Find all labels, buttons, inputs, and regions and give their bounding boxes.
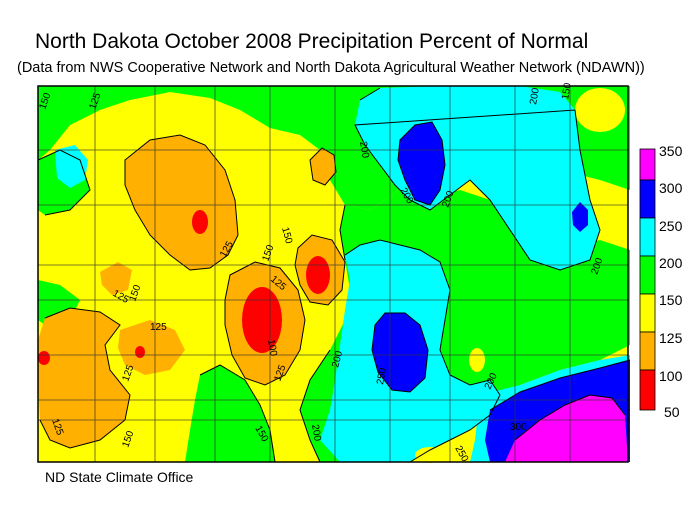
- legend-label-200: 200: [659, 255, 683, 271]
- legend-swatch-300: [639, 179, 656, 219]
- contour-label: 200: [309, 424, 323, 443]
- legend-label-100: 100: [659, 368, 683, 384]
- red-region-center: [242, 287, 282, 353]
- red-region-southwest: [38, 351, 50, 365]
- contour-label: 150: [279, 226, 294, 245]
- legend-swatch-125: [639, 331, 656, 371]
- orange-region-southwest: [38, 308, 130, 448]
- orange-region-west-mid: [100, 262, 132, 295]
- legend-label-150: 150: [659, 292, 683, 308]
- magenta-region: [505, 395, 628, 462]
- legend-swatch-100: [639, 369, 656, 411]
- yellow-spot-northeast: [575, 88, 625, 132]
- contour-label: 100: [265, 339, 279, 358]
- map-subtitle: (Data from NWS Cooperative Network and N…: [17, 60, 645, 76]
- legend: [639, 148, 656, 411]
- green-region-south: [185, 365, 275, 462]
- contour-label: 200: [330, 349, 345, 368]
- contour-label: 300: [510, 422, 527, 433]
- orange-region-central: [125, 135, 238, 270]
- map-title: North Dakota October 2008 Precipitation …: [35, 30, 589, 53]
- legend-swatch-350: [639, 148, 656, 181]
- cyan-region-west: [55, 145, 88, 188]
- legend-label-250: 250: [659, 218, 683, 234]
- red-region-east: [306, 256, 330, 294]
- credit-text: ND State Climate Office: [45, 469, 194, 485]
- contour-label: 250: [375, 367, 389, 386]
- yellow-spot-east: [469, 348, 485, 372]
- contour-label: 150: [560, 82, 574, 101]
- state-outline: [37, 85, 629, 463]
- county-boundaries: [38, 86, 628, 462]
- blue-region-east: [572, 202, 588, 232]
- legend-label-50: 50: [664, 404, 680, 420]
- blue-region-south: [372, 313, 428, 392]
- blue-region-north: [398, 122, 445, 205]
- contour-label: 125: [150, 322, 167, 333]
- orange-region-northeast-small: [310, 148, 336, 185]
- contour-label: 200: [528, 87, 542, 106]
- orange-region-south-mid: [118, 320, 185, 375]
- legend-swatch-200: [639, 255, 656, 295]
- legend-swatch-150: [639, 293, 656, 333]
- yellow-spot-south: [415, 447, 445, 463]
- legend-swatch-250: [639, 217, 656, 257]
- contour-label: 200: [357, 141, 371, 160]
- legend-label-300: 300: [659, 180, 683, 196]
- red-region-small: [135, 346, 145, 358]
- legend-label-350: 350: [659, 143, 683, 159]
- legend-label-125: 125: [659, 330, 683, 346]
- red-region-north: [192, 210, 208, 234]
